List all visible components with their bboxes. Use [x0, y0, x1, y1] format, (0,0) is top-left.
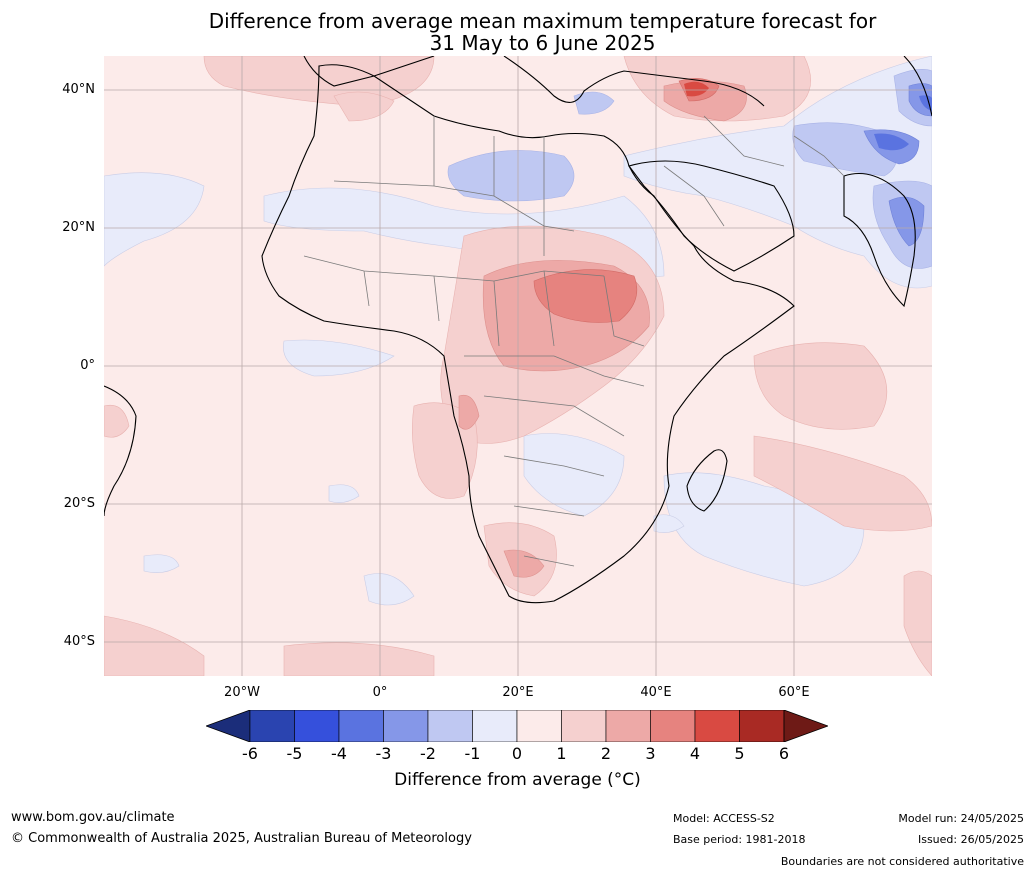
coastlines — [104, 56, 932, 604]
colorbar-segment — [249, 710, 295, 742]
colorbar-tick-label: 0 — [511, 744, 523, 763]
colorbar-tick-label: -5 — [286, 744, 303, 763]
map-title: Difference from average mean maximum tem… — [0, 10, 1035, 54]
colorbar-tick-label: 2 — [600, 744, 612, 763]
base-period: Base period: 1981-2018 — [673, 833, 806, 846]
lon-label-20w: 20°W — [224, 685, 260, 700]
website-link[interactable]: www.bom.gov.au/climate — [11, 810, 175, 825]
lat-label-40n: 40°N — [62, 82, 95, 97]
boundaries-note: Boundaries are not considered authoritat… — [780, 855, 1024, 868]
colorbar-max-extend — [783, 710, 828, 742]
colorbar-segment — [338, 710, 384, 742]
colorbar-min-extend — [206, 710, 251, 742]
colorbar-tick-label: 4 — [689, 744, 701, 763]
lon-label-60e: 60°E — [778, 685, 810, 700]
colorbar-segment — [739, 710, 785, 742]
colorbar-tick-label: -6 — [242, 744, 258, 763]
title-line-1: Difference from average mean maximum tem… — [208, 9, 877, 33]
lon-label-40e: 40°E — [640, 685, 672, 700]
lon-label-20e: 20°E — [502, 685, 534, 700]
cool-anomaly-very-strong — [874, 95, 932, 151]
warm-anomaly-very-strong — [684, 81, 709, 97]
map-canvas — [104, 56, 932, 676]
colorbar-tick-label: 1 — [556, 744, 567, 763]
colorbar-tick-label: -1 — [464, 744, 481, 763]
graticule — [104, 56, 932, 676]
colorbar-segment — [694, 710, 740, 742]
lat-label-0: 0° — [80, 358, 95, 373]
colorbar-segment — [516, 710, 562, 742]
copyright-text: © Commonwealth of Australia 2025, Austra… — [11, 831, 472, 846]
colorbar-segments — [206, 710, 828, 742]
title-line-2: 31 May to 6 June 2025 — [429, 31, 656, 55]
colorbar-segment — [294, 710, 340, 742]
country-borders — [303, 115, 845, 567]
issued-date: Issued: 26/05/2025 — [917, 833, 1024, 846]
colorbar-segment — [650, 710, 696, 742]
model-run-date: Model run: 24/05/2025 — [898, 812, 1024, 825]
lat-label-20n: 20°N — [62, 220, 95, 235]
colorbar-tick-label: 5 — [734, 744, 745, 763]
model-name: Model: ACCESS-S2 — [673, 812, 775, 825]
colorbar-segment — [605, 710, 651, 742]
colorbar — [206, 710, 828, 742]
temperature-anomaly-map — [104, 56, 932, 676]
lat-label-40s: 40°S — [63, 634, 95, 649]
cool-anomaly-light — [104, 56, 932, 606]
colorbar-tick-label: 6 — [778, 744, 790, 763]
colorbar-segment — [472, 710, 518, 742]
colorbar-tick-label: 3 — [645, 744, 656, 763]
colorbar-tick-label: -2 — [420, 744, 436, 763]
cool-anomaly-medium — [447, 69, 932, 269]
colorbar-segment — [383, 710, 429, 742]
colorbar-tick-label: -4 — [331, 744, 347, 763]
lat-label-20s: 20°S — [63, 496, 95, 511]
colorbar-tick-label: -3 — [375, 744, 392, 763]
colorbar-segment — [427, 710, 473, 742]
colorbar-label: Difference from average (°C) — [394, 770, 641, 790]
colorbar-segment — [561, 710, 607, 742]
lon-label-0: 0° — [372, 685, 388, 700]
